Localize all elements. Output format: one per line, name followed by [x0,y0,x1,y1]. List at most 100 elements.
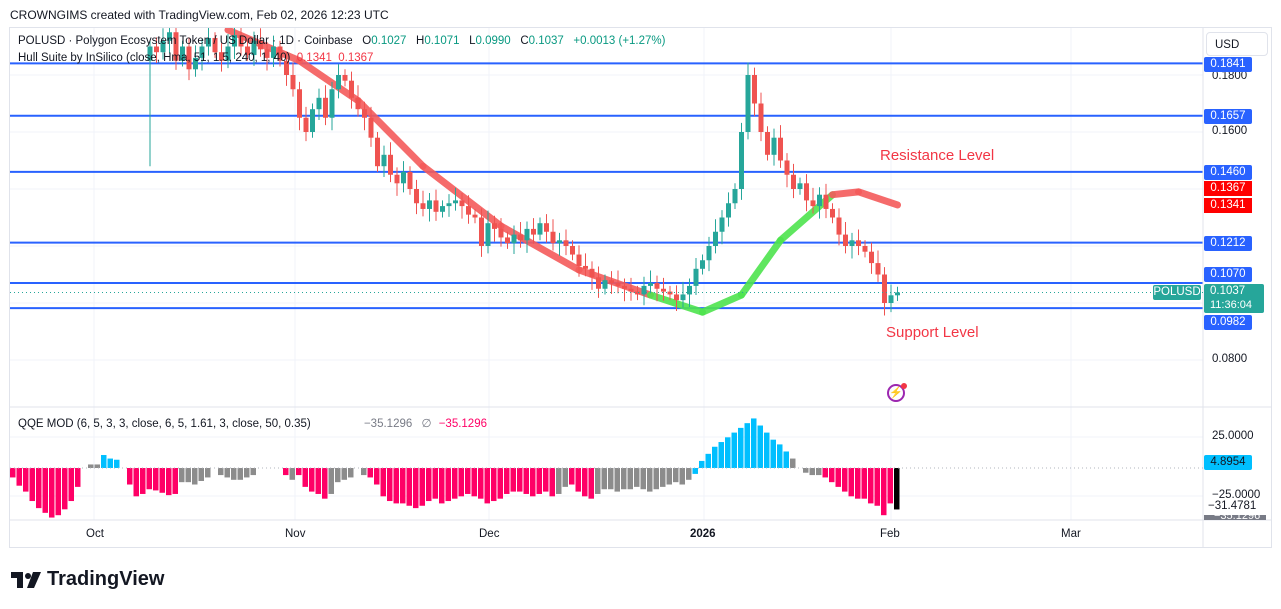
price-axis-label: 0.1800 [1212,70,1248,82]
candle-body [375,137,380,167]
candle-body [609,280,614,284]
qqe-bar [809,468,815,476]
candle-body [303,117,309,132]
qqe-bar [855,468,861,499]
qqe-bar [666,468,672,485]
candle-body [271,46,276,58]
qqe-bar [816,468,822,476]
candle-body [167,32,172,41]
qqe-bar [361,468,367,476]
hull-legend[interactable]: Hull Suite by InSilico (close, Hma, 51, … [18,52,373,64]
qqe-bar [231,468,237,480]
qqe-bar [127,468,133,485]
candle-body [459,200,465,207]
qqe-bar [49,468,55,518]
candle-body [752,75,757,104]
qqe-legend[interactable]: QQE MOD (6, 5, 3, 3, close, 6, 5, 1.61, … [18,416,487,430]
qqe-bar [328,468,334,494]
candle-body [206,37,211,47]
candle-body [843,234,848,246]
hull-segment [829,188,862,199]
candle-body [472,214,478,218]
qqe-indicator-name: QQE MOD (6, 5, 3, 3, close, 6, 5, 1.61, … [18,418,311,430]
qqe-bar [530,468,536,497]
candle-body [258,40,263,50]
candle-body [277,46,283,61]
qqe-bar [348,468,354,478]
change-value: +0.0013 (+1.27%) [573,35,666,47]
candle-body [596,277,601,289]
qqe-bar [244,468,250,478]
qqe-bar [302,468,308,487]
hull-low-tag: 0.1341 [1204,198,1252,213]
candle-body [791,174,796,189]
price-axis-label: 0.0800 [1212,353,1248,365]
candle-body [862,246,868,252]
qqe-bar [445,468,451,502]
candle-body [284,60,289,75]
candle-body [544,223,549,232]
qqe-bar [140,468,146,494]
qqe-bar [777,444,783,468]
chart-credit: CROWNGIMS created with TradingView.com, … [10,8,389,22]
qqe-bar [504,468,510,494]
qqe-bar [153,468,159,491]
last-price-tag: 0.1037 11:36:04 [1204,284,1264,313]
candle-body [368,117,374,138]
resistance-annotation[interactable]: Resistance Level [880,147,995,164]
brand-name: TradingView [47,568,165,590]
candle-body [830,208,835,218]
qqe-bar [75,468,81,487]
candle-body [849,240,855,246]
qqe-bar [764,432,770,468]
candle-body [329,89,335,118]
level-tag: 0.1212 [1204,236,1252,251]
candle-body [745,75,751,132]
candle-body [550,231,556,244]
price-axis-label: 0.1600 [1212,125,1248,137]
candle-body [232,35,237,47]
candle-body [856,240,861,246]
candle-body [810,200,816,207]
qqe-histogram [10,418,900,518]
qqe-bar [419,468,425,506]
qqe-bar [23,468,29,492]
candle-body [719,217,725,232]
candle-body [739,132,744,189]
qqe-bar [289,468,295,480]
tradingview-logo[interactable]: TradingView [11,568,164,591]
candle-body [297,89,302,118]
qqe-bar [198,468,204,481]
support-annotation[interactable]: Support Level [886,324,979,341]
qqe-bar [738,427,744,468]
candle-body [225,46,231,61]
qqe-bar [601,468,607,490]
candle-body [563,240,569,246]
candle-body [323,97,328,118]
candle-body [173,32,179,61]
candle-body [758,103,764,132]
qqe-bar [393,468,399,504]
symbol-description: POLUSD · Polygon Ecosystem Token / US Do… [18,35,353,47]
candle-body [869,251,874,264]
qqe-bar [868,468,874,504]
qqe-bar [621,468,627,490]
candle-body [466,206,471,215]
candle-body [479,217,484,246]
qqe-value-2: −35.1296 [438,418,487,430]
candlestick-series [147,28,900,316]
currency-selector[interactable]: USD [1206,32,1268,56]
level-tag: 0.1070 [1204,267,1252,282]
candle-body [401,171,406,184]
candle-body [661,288,666,292]
qqe-bar [458,468,464,497]
candle-body [771,137,777,155]
symbol-legend[interactable]: POLUSD · Polygon Ecosystem Token / US Do… [18,35,665,47]
qqe-bar [179,468,185,483]
grid-lines [10,28,1203,520]
qqe-bar [484,468,490,504]
qqe-bar [478,468,484,499]
candle-body [349,80,354,98]
lightning-icon[interactable]: ⚡ [887,384,905,402]
